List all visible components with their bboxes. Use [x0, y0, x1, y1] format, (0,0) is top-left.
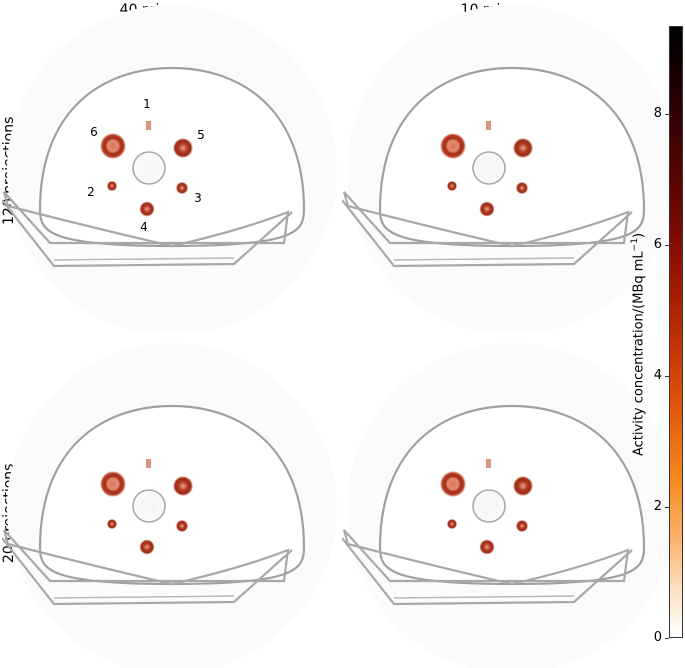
colorbar-tick-4: 4 — [653, 368, 662, 383]
colorbar-label: Activity concentration/(MBq mL−1) — [630, 233, 646, 456]
colorbar-tick-2: 2 — [653, 499, 662, 514]
phantom-image — [2, 341, 339, 668]
colorbar — [669, 26, 683, 638]
roi-label-6: 6 — [90, 125, 98, 139]
colorbar-tick-8: 8 — [653, 106, 662, 121]
colorbar-tick-mark — [665, 507, 669, 508]
colorbar-label-exponent: −1 — [630, 238, 640, 252]
roi-label-4: 4 — [140, 220, 148, 234]
roi-label-1: 1 — [143, 97, 151, 111]
panel-20proj-40min — [2, 338, 342, 668]
colorbar-tick-mark — [665, 245, 669, 246]
panel-120proj-40min: 1 6 5 2 3 4 — [2, 0, 342, 330]
colorbar-tick-0: 0 — [653, 630, 662, 645]
colorbar-tick-mark — [665, 638, 669, 639]
roi-label-2: 2 — [87, 185, 95, 199]
colorbar-tick-mark — [665, 114, 669, 115]
roi-label-3: 3 — [194, 191, 202, 205]
roi-label-5: 5 — [197, 128, 205, 142]
phantom-image — [2, 3, 339, 330]
colorbar-tick-mark — [665, 376, 669, 377]
colorbar-label-close: ) — [631, 232, 647, 239]
colorbar-label-text: Activity concentration/(MBq mL — [631, 251, 647, 456]
phantom-image — [342, 3, 679, 330]
colorbar-tick-6: 6 — [653, 237, 662, 252]
phantom-image — [342, 341, 679, 668]
